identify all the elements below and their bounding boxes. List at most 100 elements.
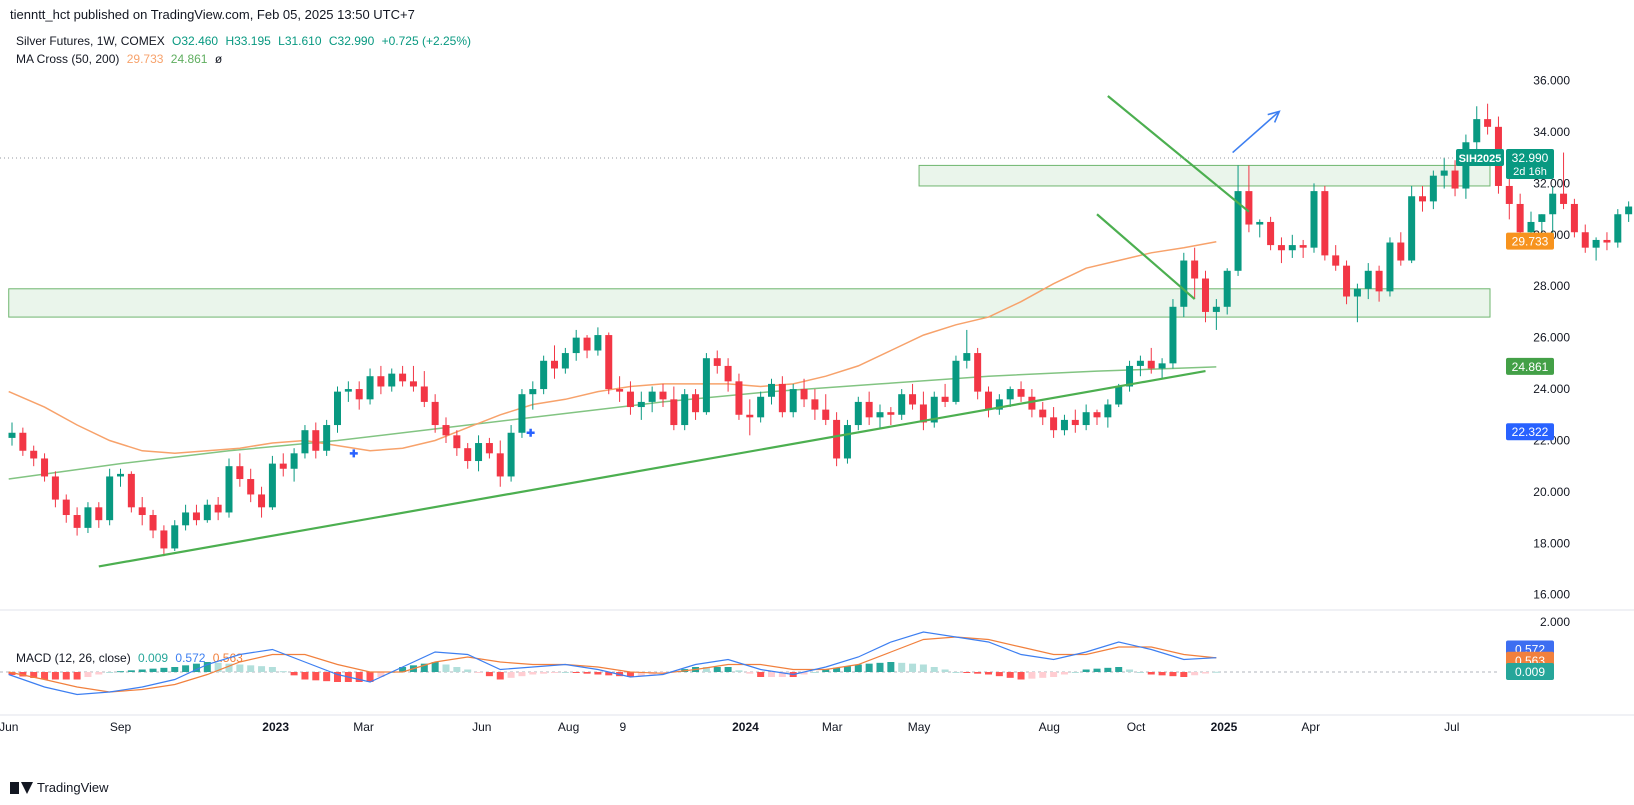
- candle: [876, 404, 884, 428]
- candle: [670, 386, 678, 431]
- candle: [865, 391, 873, 426]
- open-value: O32.460: [172, 34, 219, 48]
- moving-averages-layer: [8, 240, 1217, 480]
- macd-hist-bar: [757, 672, 765, 677]
- candle: [616, 376, 624, 402]
- macd-hist-bar: [876, 662, 884, 672]
- candle-body: [887, 412, 895, 415]
- ma-legend: MA Cross (50, 200) 29.733 24.861 ø: [16, 52, 226, 66]
- ma-cross-marker-1: [526, 428, 535, 437]
- candle: [626, 381, 634, 415]
- candle: [1332, 245, 1340, 271]
- candle: [377, 365, 385, 395]
- candle: [1126, 360, 1134, 392]
- candle: [941, 383, 949, 408]
- candle-body: [963, 353, 971, 361]
- candle-body: [1332, 255, 1340, 266]
- macd-hist-bar: [1169, 672, 1177, 677]
- high-value: H33.195: [225, 34, 271, 48]
- candle: [149, 509, 157, 539]
- candle-body: [659, 391, 667, 400]
- price-tick-label: 18.000: [1533, 536, 1570, 550]
- macd-hist-bar: [985, 672, 992, 675]
- macd-line-value: 0.572: [175, 651, 206, 665]
- candle: [73, 507, 81, 536]
- macd-tick-label: 2.000: [1540, 615, 1570, 629]
- candle: [1060, 414, 1068, 436]
- macd-hist-bar: [19, 672, 27, 677]
- candle-body: [1158, 363, 1166, 369]
- macd-hist-bar: [182, 665, 190, 672]
- macd-layer: [0, 631, 1500, 696]
- macd-hist-bar: [225, 663, 233, 672]
- candle-body: [551, 360, 558, 369]
- candle: [1473, 106, 1481, 150]
- candle: [1234, 165, 1242, 276]
- candle: [529, 381, 537, 410]
- candle: [887, 407, 895, 426]
- macd-hist-bar: [41, 672, 49, 680]
- candle-body: [344, 389, 352, 392]
- candle-body: [616, 389, 624, 392]
- macd-hist-bar: [464, 669, 472, 672]
- candle: [692, 389, 700, 420]
- candle: [117, 468, 124, 487]
- candle: [1570, 198, 1578, 238]
- candle: [974, 347, 982, 400]
- macd-hist-bar: [117, 671, 124, 673]
- candle-body: [637, 401, 645, 408]
- zones-layer: [8, 164, 1491, 318]
- candle-body: [507, 432, 515, 477]
- candle: [95, 502, 103, 528]
- candle-body: [366, 376, 374, 400]
- macd-hist-bar: [431, 662, 439, 672]
- macd-hist-bar: [312, 672, 320, 681]
- price-tag-box: [1506, 357, 1554, 375]
- candle: [724, 358, 732, 392]
- candle-body: [464, 448, 472, 462]
- macd-hist-bar: [1017, 672, 1025, 680]
- candle-body: [1093, 412, 1101, 418]
- candle-body: [377, 376, 385, 387]
- candle: [898, 389, 906, 420]
- candle-body: [681, 394, 689, 426]
- candle-body: [355, 389, 363, 400]
- price-tag-value: 24.861: [1512, 360, 1549, 374]
- candle-body: [1202, 278, 1209, 312]
- macd-hist-bar: [73, 672, 81, 680]
- candle-body: [1440, 170, 1448, 176]
- time-tick-label: Oct: [1127, 720, 1146, 734]
- candle-body: [453, 435, 461, 449]
- candle-body: [822, 409, 830, 420]
- candle: [1397, 232, 1405, 266]
- candle-body: [768, 383, 775, 397]
- macd-hist-bar: [8, 672, 16, 675]
- candle-body: [127, 473, 135, 508]
- candle-body: [1256, 221, 1264, 225]
- macd-line: [8, 631, 1217, 696]
- candle-body: [236, 466, 244, 480]
- macd-hist-bar: [268, 667, 276, 672]
- candle-body: [1223, 270, 1231, 307]
- candle: [127, 471, 135, 513]
- macd-hist-bar: [854, 664, 862, 672]
- time-tick-label: 2024: [732, 720, 759, 734]
- macd-hist-bar: [778, 672, 786, 677]
- candle: [1321, 185, 1329, 261]
- candle-body: [702, 358, 710, 413]
- macd-hist-bar: [453, 667, 461, 672]
- candle: [1625, 201, 1633, 222]
- macd-hist-bar: [843, 666, 851, 672]
- candle-body: [431, 401, 439, 426]
- price-tag-value: 22.322: [1512, 425, 1549, 439]
- macd-hist-bar: [887, 662, 895, 672]
- price-tick-label: 16.000: [1533, 588, 1570, 602]
- candle: [1288, 234, 1296, 258]
- candle: [757, 391, 765, 423]
- projection-arrow-head: [1267, 110, 1281, 123]
- macd-hist-bar: [583, 672, 591, 674]
- candle: [485, 437, 493, 459]
- ma50-line: [8, 240, 1217, 455]
- candle: [1093, 409, 1101, 426]
